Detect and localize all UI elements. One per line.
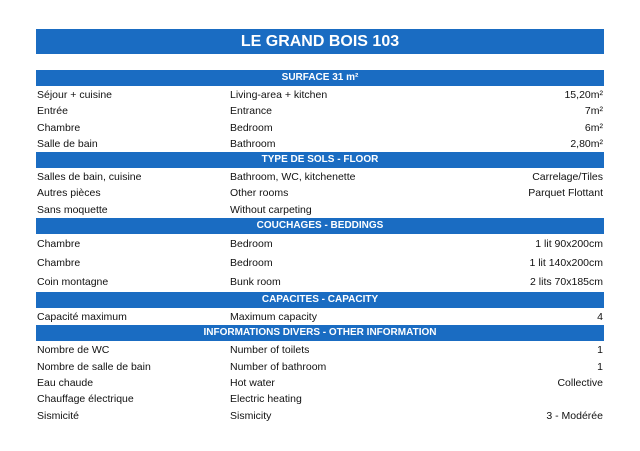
table-row: Sismicité Sismicity 3 - Modérée bbox=[36, 408, 604, 424]
french-label: Salles de bain, cuisine bbox=[37, 171, 142, 184]
value: 4 bbox=[597, 311, 603, 324]
table-row: Nombre de salle de bain Number of bathroo… bbox=[36, 359, 604, 375]
value: 7m² bbox=[584, 105, 603, 118]
english-label: Bedroom bbox=[230, 121, 273, 134]
value: Carrelage/Tiles bbox=[532, 171, 603, 184]
section-header: INFORMATIONS DIVERS - OTHER INFORMATION bbox=[36, 325, 604, 343]
english-label: Number of toilets bbox=[230, 344, 310, 357]
english-label: Bedroom bbox=[230, 238, 273, 251]
property-info-table: SURFACE 31 m² Séjour + cuisine Living-area… bbox=[36, 70, 604, 424]
english-label: Without carpeting bbox=[230, 203, 312, 216]
value: Parquet Flottant bbox=[528, 187, 603, 200]
value: 2,80m² bbox=[570, 137, 603, 150]
french-label: Capacité maximum bbox=[37, 311, 127, 324]
french-label: Sismicité bbox=[37, 409, 80, 422]
section-header: SURFACE 31 m² bbox=[36, 70, 604, 87]
value: 6m² bbox=[584, 121, 603, 134]
table-row: Coin montagne Bunk room 2 lits 70x185cm bbox=[36, 273, 604, 292]
french-label: Chambre bbox=[37, 238, 81, 251]
french-label: Entrée bbox=[37, 105, 68, 118]
value: 1 bbox=[597, 360, 603, 373]
english-label: Living-area + kitchen bbox=[230, 89, 328, 101]
english-label: Hot water bbox=[230, 376, 275, 389]
french-label: Séjour + cuisine bbox=[37, 89, 113, 101]
table-row: Salle de bain Bathroom 2,80m² bbox=[36, 136, 604, 152]
english-label: Maximum capacity bbox=[230, 311, 317, 324]
french-label: Chambre bbox=[37, 121, 81, 134]
table-row: Entrée Entrance 7m² bbox=[36, 103, 604, 119]
english-label: Bedroom bbox=[230, 257, 273, 270]
table-row: Eau chaude Hot water Collective bbox=[36, 375, 604, 391]
english-label: Other rooms bbox=[230, 187, 289, 200]
value: 3 - Modérée bbox=[546, 409, 603, 422]
english-label: Entrance bbox=[230, 105, 273, 118]
value: 1 bbox=[597, 344, 603, 357]
table-row: Chauffage électrique Electric heating bbox=[36, 391, 604, 407]
english-label: Electric heating bbox=[230, 393, 302, 406]
table-row: Capacité maximum Maximum capacity 4 bbox=[36, 309, 604, 325]
section-header: COUCHAGES - BEDDINGS bbox=[36, 218, 604, 236]
table-row: Séjour + cuisine Living-area + kitchen 15,… bbox=[36, 87, 604, 103]
table-row: Chambre Bedroom 1 lit 140x200cm bbox=[36, 254, 604, 273]
french-label: Nombre de WC bbox=[37, 344, 110, 357]
value bbox=[603, 391, 604, 407]
english-label: Number of bathroom bbox=[230, 360, 327, 373]
french-label: Salle de bain bbox=[37, 137, 98, 150]
table-row: Sans moquette Without carpeting bbox=[36, 202, 604, 218]
page-title: LE GRAND BOIS 103 bbox=[36, 29, 604, 54]
section-header: CAPACITES - CAPACITY bbox=[36, 292, 604, 310]
french-label: Chambre bbox=[37, 257, 81, 270]
english-label: Sismicity bbox=[230, 409, 272, 422]
french-label: Eau chaude bbox=[37, 376, 94, 389]
french-label: Coin montagne bbox=[37, 276, 109, 289]
table-row: Nombre de WC Number of toilets 1 bbox=[36, 342, 604, 358]
value: 1 lit 90x200cm bbox=[535, 238, 603, 251]
table-row: Autres pièces Other rooms Parquet Flottant bbox=[36, 185, 604, 201]
value: 15,20m² bbox=[564, 89, 603, 101]
french-label: Sans moquette bbox=[37, 203, 108, 216]
section-header: TYPE DE SOLS - FLOOR bbox=[36, 152, 604, 170]
english-label: Bathroom bbox=[230, 137, 276, 150]
table-row: Chambre Bedroom 1 lit 90x200cm bbox=[36, 235, 604, 254]
table-row: Salles de bain, cuisine Bathroom, WC, kit… bbox=[36, 169, 604, 185]
french-label: Autres pièces bbox=[37, 187, 101, 200]
value: 2 lits 70x185cm bbox=[530, 276, 603, 289]
value: Collective bbox=[557, 376, 603, 389]
english-label: Bunk room bbox=[230, 276, 281, 289]
french-label: Nombre de salle de bain bbox=[37, 360, 151, 373]
value: 1 lit 140x200cm bbox=[529, 257, 603, 270]
english-label: Bathroom, WC, kitchenette bbox=[230, 171, 356, 184]
table-row: Chambre Bedroom 6m² bbox=[36, 120, 604, 136]
french-label: Chauffage électrique bbox=[37, 393, 134, 406]
value bbox=[603, 202, 604, 218]
